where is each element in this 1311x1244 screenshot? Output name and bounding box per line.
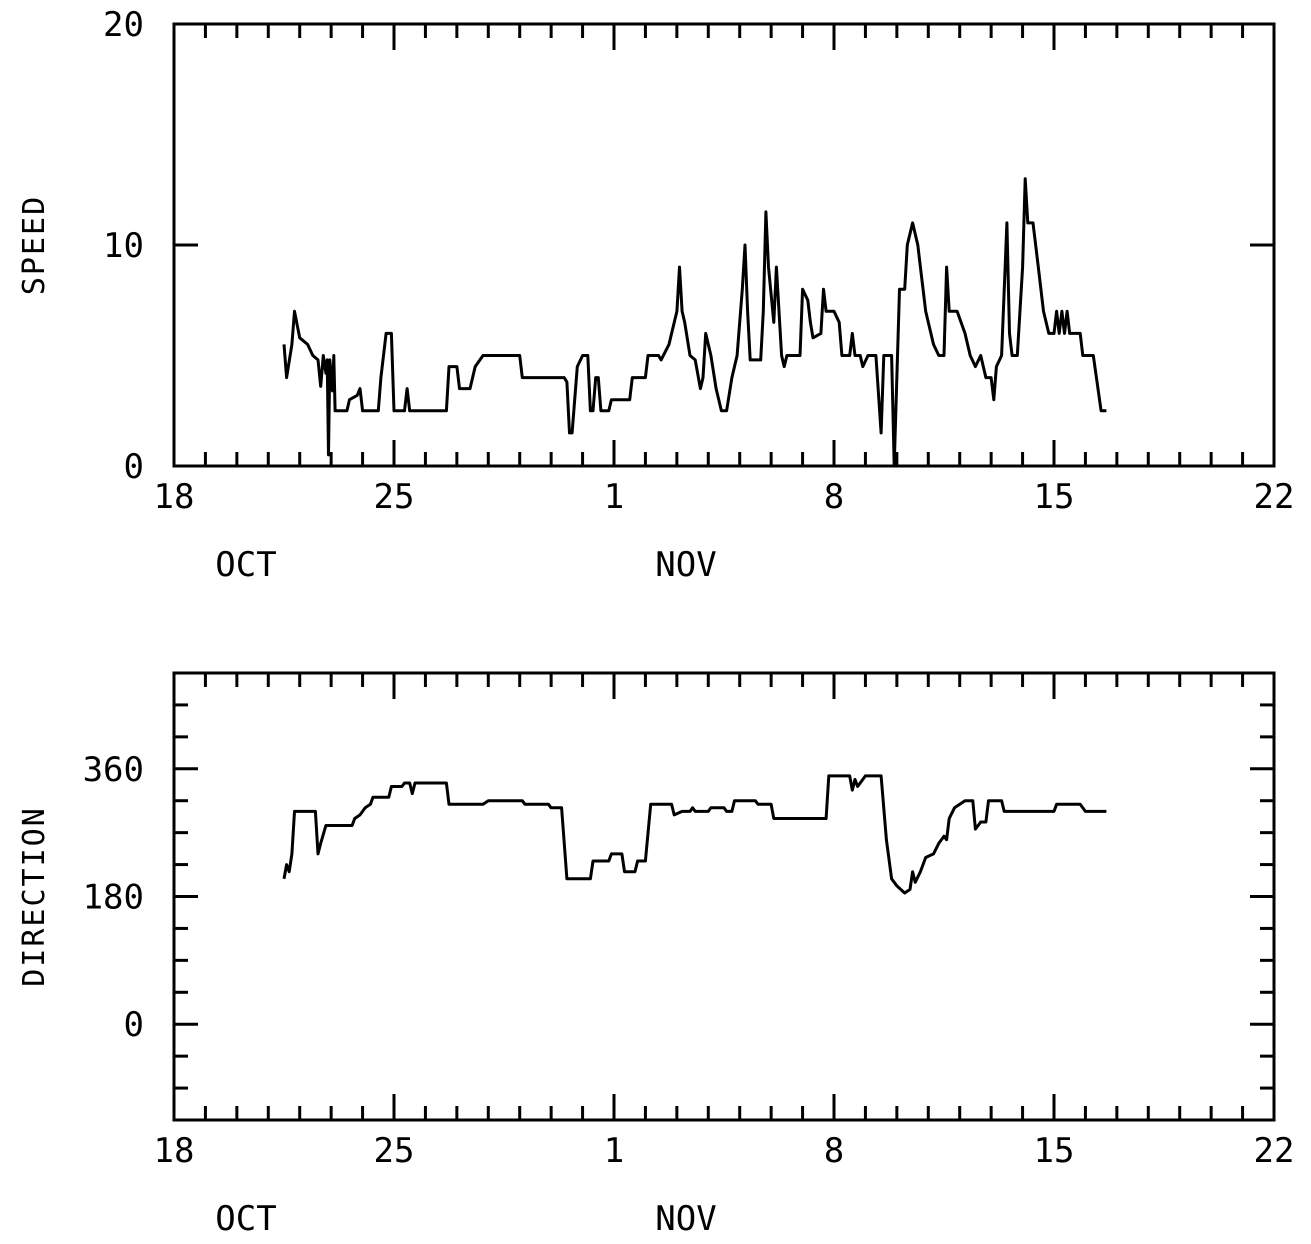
y-axis-title: SPEED [17, 195, 52, 295]
x-tick-label: 18 [154, 477, 195, 517]
x-month-label: NOV [655, 1199, 716, 1239]
y-tick-label: 20 [103, 5, 144, 45]
x-month-label: OCT [215, 545, 276, 585]
x-month-label: OCT [215, 1199, 276, 1239]
x-tick-label: 25 [374, 1131, 415, 1171]
x-tick-label: 25 [374, 477, 415, 517]
y-axis-title: DIRECTION [17, 806, 52, 987]
x-tick-label: 1 [604, 1131, 624, 1171]
x-month-label: NOV [655, 545, 716, 585]
direction-series-line [282, 774, 1107, 895]
plot-frame [172, 671, 1276, 1122]
x-tick-label: 22 [1254, 477, 1295, 517]
y-tick-label: 0 [124, 1005, 144, 1045]
x-tick-label: 22 [1254, 1131, 1295, 1171]
y-tick-label: 360 [83, 750, 144, 790]
x-tick-label: 8 [824, 1131, 844, 1171]
direction-panel: 18 OCT 25 1 NOV 8 15 22 0 180 360 DIRECTION [17, 671, 1295, 1239]
x-tick-label: 1 [604, 477, 624, 517]
x-tick-label: 18 [154, 1131, 195, 1171]
plot-frame [172, 22, 1276, 468]
x-tick-label: 15 [1034, 1131, 1075, 1171]
x-tick-label: 15 [1034, 477, 1075, 517]
y-tick-label: 0 [124, 447, 144, 487]
speed-panel: 18 OCT 25 1 NOV 8 15 22 0 10 20 SPEED [17, 5, 1294, 585]
y-tick-label: 10 [103, 226, 144, 266]
speed-series-line [282, 177, 1107, 468]
y-tick-label: 180 [83, 878, 144, 918]
x-tick-label: 8 [824, 477, 844, 517]
